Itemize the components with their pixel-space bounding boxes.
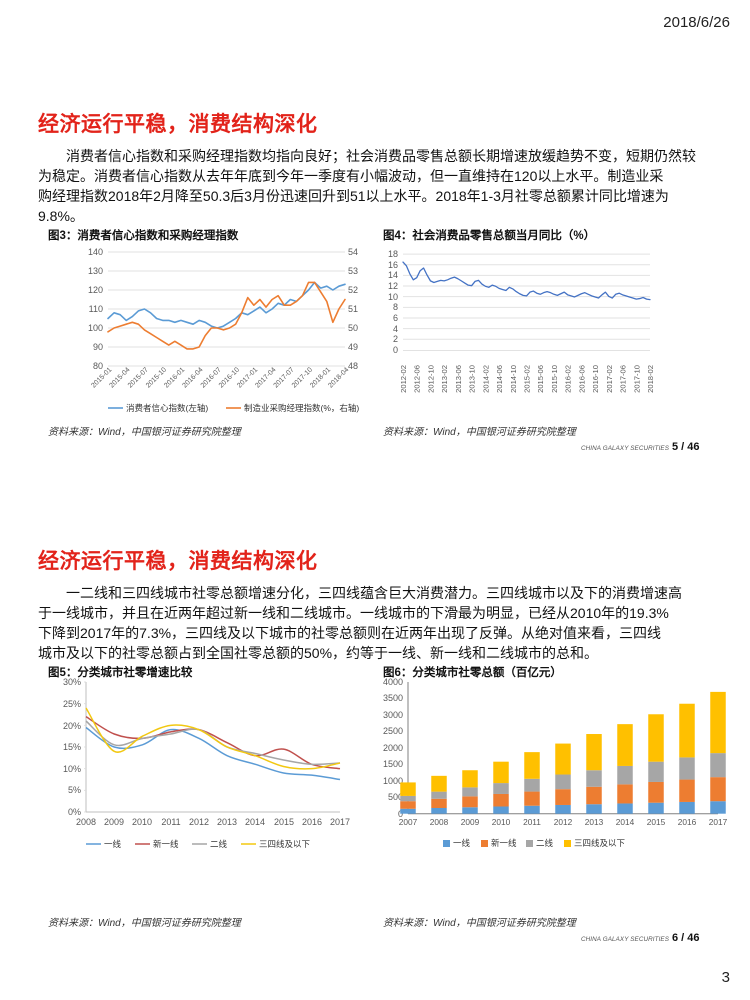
svg-text:2012-02: 2012-02 xyxy=(399,365,408,393)
svg-text:2015: 2015 xyxy=(647,817,666,827)
svg-text:4: 4 xyxy=(393,324,398,334)
svg-text:2011: 2011 xyxy=(523,817,541,827)
svg-text:5%: 5% xyxy=(68,785,81,795)
svg-text:2015-10: 2015-10 xyxy=(550,365,559,393)
svg-text:2008: 2008 xyxy=(76,817,96,827)
svg-text:2018-02: 2018-02 xyxy=(646,365,655,393)
svg-text:2000: 2000 xyxy=(383,743,403,753)
svg-text:0%: 0% xyxy=(68,807,81,817)
svg-text:2012: 2012 xyxy=(189,817,209,827)
svg-text:120: 120 xyxy=(88,285,103,295)
svg-text:2017: 2017 xyxy=(330,817,350,827)
svg-text:140: 140 xyxy=(88,247,103,257)
svg-text:1000: 1000 xyxy=(383,776,403,786)
svg-text:2016-06: 2016-06 xyxy=(577,365,586,393)
svg-text:2016-02: 2016-02 xyxy=(564,365,573,393)
svg-text:2014: 2014 xyxy=(245,817,265,827)
svg-text:一线: 一线 xyxy=(104,839,122,849)
svg-text:2010: 2010 xyxy=(132,817,152,827)
svg-text:51: 51 xyxy=(348,304,358,314)
svg-text:2013-02: 2013-02 xyxy=(440,365,449,393)
svg-text:2009: 2009 xyxy=(461,817,480,827)
svg-text:30%: 30% xyxy=(63,677,81,687)
svg-text:2013-06: 2013-06 xyxy=(454,365,463,393)
svg-text:14: 14 xyxy=(388,270,398,280)
svg-text:3000: 3000 xyxy=(383,710,403,720)
svg-text:2014-10: 2014-10 xyxy=(509,365,518,393)
svg-text:80: 80 xyxy=(93,361,103,371)
svg-text:10: 10 xyxy=(388,292,398,302)
svg-text:15%: 15% xyxy=(63,742,81,752)
svg-text:2014-06: 2014-06 xyxy=(495,365,504,393)
svg-text:2013: 2013 xyxy=(585,817,604,827)
svg-text:2010: 2010 xyxy=(492,817,511,827)
svg-text:2016: 2016 xyxy=(678,817,697,827)
svg-text:2015-02: 2015-02 xyxy=(523,365,532,393)
svg-text:2012-06: 2012-06 xyxy=(413,365,422,393)
svg-text:新一线: 新一线 xyxy=(153,839,179,849)
svg-text:2017-06: 2017-06 xyxy=(619,365,628,393)
svg-text:2018-04: 2018-04 xyxy=(327,366,350,389)
svg-text:90: 90 xyxy=(93,342,103,352)
svg-text:二线: 二线 xyxy=(536,838,554,848)
svg-text:8: 8 xyxy=(393,302,398,312)
svg-text:三四线及以下: 三四线及以下 xyxy=(259,839,311,849)
svg-text:110: 110 xyxy=(89,304,103,314)
svg-text:50: 50 xyxy=(348,323,358,333)
svg-text:三四线及以下: 三四线及以下 xyxy=(574,838,626,848)
svg-text:制造业采购经理指数(%，右轴): 制造业采购经理指数(%，右轴) xyxy=(244,403,359,413)
svg-text:2016: 2016 xyxy=(302,817,322,827)
svg-text:2014: 2014 xyxy=(616,817,635,827)
svg-text:2015-06: 2015-06 xyxy=(536,365,545,393)
svg-text:2007: 2007 xyxy=(399,817,418,827)
svg-text:49: 49 xyxy=(348,342,358,352)
svg-text:53: 53 xyxy=(348,266,358,276)
svg-text:3500: 3500 xyxy=(383,693,403,703)
svg-text:130: 130 xyxy=(88,266,103,276)
svg-text:2008: 2008 xyxy=(430,817,449,827)
svg-text:6: 6 xyxy=(393,313,398,323)
svg-text:100: 100 xyxy=(88,323,103,333)
svg-text:2: 2 xyxy=(393,334,398,344)
svg-text:4000: 4000 xyxy=(383,677,403,687)
svg-text:一线: 一线 xyxy=(453,838,471,848)
svg-text:2014-02: 2014-02 xyxy=(481,365,490,393)
svg-text:16: 16 xyxy=(388,260,398,270)
svg-text:消费者信心指数(左轴): 消费者信心指数(左轴) xyxy=(126,403,208,413)
svg-text:2011: 2011 xyxy=(161,817,180,827)
svg-text:1500: 1500 xyxy=(383,759,403,769)
svg-text:2017: 2017 xyxy=(709,817,728,827)
svg-text:54: 54 xyxy=(348,247,358,257)
svg-text:2017-10: 2017-10 xyxy=(632,365,641,393)
svg-text:2013: 2013 xyxy=(217,817,237,827)
svg-text:2012-10: 2012-10 xyxy=(426,365,435,393)
svg-text:18: 18 xyxy=(388,249,398,259)
svg-text:2017-02: 2017-02 xyxy=(605,365,614,393)
svg-text:2009: 2009 xyxy=(104,817,124,827)
svg-text:2015: 2015 xyxy=(274,817,294,827)
svg-text:52: 52 xyxy=(348,285,358,295)
svg-text:48: 48 xyxy=(348,361,358,371)
svg-text:2500: 2500 xyxy=(383,726,403,736)
svg-text:25%: 25% xyxy=(63,699,81,709)
svg-text:2012: 2012 xyxy=(554,817,573,827)
svg-text:10%: 10% xyxy=(63,764,81,774)
svg-text:新一线: 新一线 xyxy=(491,838,517,848)
svg-text:2016-10: 2016-10 xyxy=(591,365,600,393)
svg-text:二线: 二线 xyxy=(210,839,228,849)
svg-text:20%: 20% xyxy=(63,721,81,731)
svg-text:12: 12 xyxy=(388,281,398,291)
svg-text:2013-10: 2013-10 xyxy=(468,365,477,393)
svg-text:0: 0 xyxy=(393,345,398,355)
